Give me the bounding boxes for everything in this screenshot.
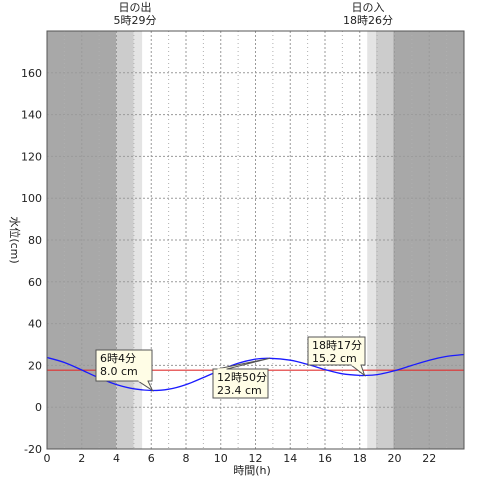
y-tick-label: 140 <box>21 109 42 122</box>
x-axis-label: 時間(h) <box>233 464 271 477</box>
x-tick-label: 6 <box>148 452 155 465</box>
callout-value: 8.0 cm <box>100 365 138 378</box>
y-axis-label: 水位(cm) <box>8 216 22 263</box>
x-tick-label: 16 <box>318 452 332 465</box>
x-tick-labels: 0 2 4 6 8 10 12 14 16 18 20 22 <box>44 452 437 465</box>
x-tick-label: 18 <box>353 452 367 465</box>
x-tick-label: 0 <box>44 452 51 465</box>
tide-series-group <box>46 353 465 392</box>
y-tick-labels: -20 0 20 40 60 80 100 120 140 160 <box>21 67 42 456</box>
x-tick-label: 2 <box>78 452 85 465</box>
x-tick-label: 20 <box>388 452 402 465</box>
x-tick-label: 10 <box>214 452 228 465</box>
x-tick-label: 12 <box>249 452 263 465</box>
x-tick-label: 14 <box>283 452 297 465</box>
y-tick-label: 160 <box>21 67 42 80</box>
y-tick-label: 40 <box>28 318 42 331</box>
callout-time: 18時17分 <box>312 339 362 352</box>
sunset-label: 日の入 <box>352 1 385 14</box>
twilight-band-morning-light <box>133 31 143 449</box>
x-tick-label: 4 <box>113 452 120 465</box>
sunset-time: 18時26分 <box>343 14 393 27</box>
sunrise-label: 日の出 <box>119 0 152 14</box>
sunrise-time: 5時29分 <box>114 14 157 27</box>
y-tick-label: -20 <box>24 443 42 456</box>
callout-value: 23.4 cm <box>217 384 262 397</box>
callout-box <box>307 336 366 366</box>
y-tick-label: 60 <box>28 276 42 289</box>
y-tick-label: 100 <box>21 192 42 205</box>
y-tick-label: 80 <box>28 234 42 247</box>
y-tick-label: 20 <box>28 359 42 372</box>
callout-box <box>212 368 269 399</box>
plot-frame <box>46 30 465 450</box>
x-tick-label: 8 <box>183 452 190 465</box>
y-tick-label: 120 <box>21 150 42 163</box>
callout-box <box>95 349 153 382</box>
callout-value: 15.2 cm <box>312 352 357 365</box>
tide-line <box>46 353 465 392</box>
y-tick-label: 0 <box>35 401 42 414</box>
callout-time: 6時4分 <box>100 352 136 365</box>
x-tick-label: 22 <box>422 452 436 465</box>
callout-time: 12時50分 <box>217 371 267 384</box>
